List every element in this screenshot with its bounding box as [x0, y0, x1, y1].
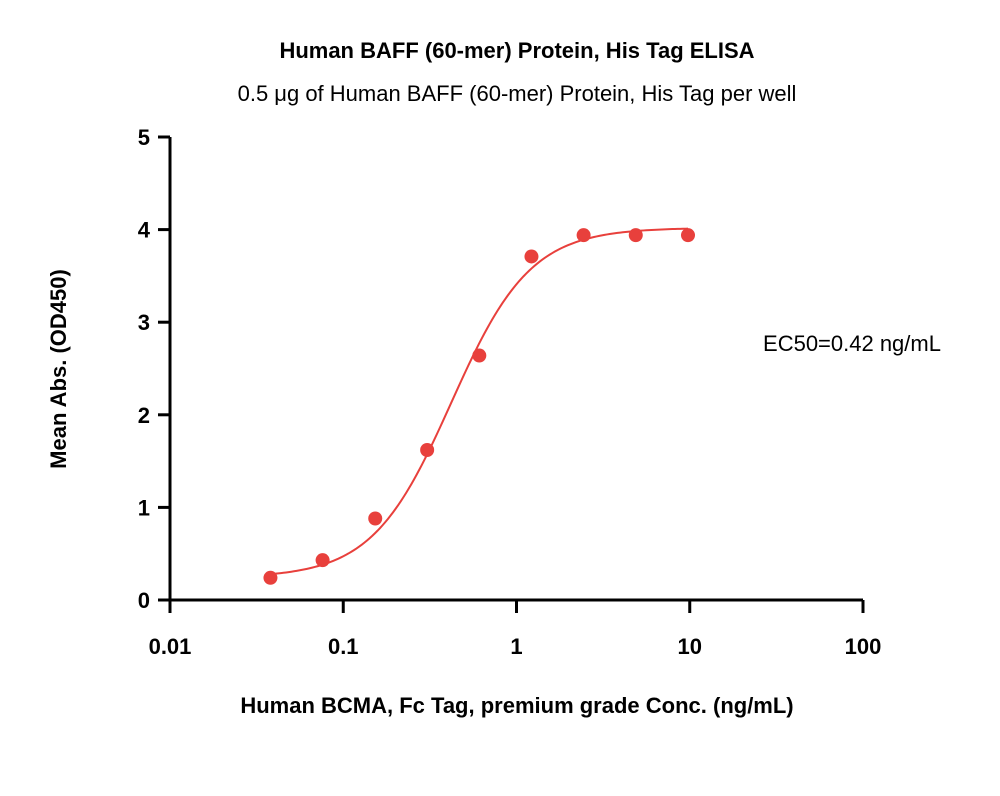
y-tick-label: 0 [138, 588, 150, 613]
y-ticks: 0 1 2 3 4 5 [138, 125, 170, 613]
y-tick-label: 3 [138, 310, 150, 335]
x-tick-label: 10 [678, 634, 702, 659]
ec50-annotation: EC50=0.42 ng/mL [763, 331, 941, 356]
x-tick-label: 0.01 [149, 634, 192, 659]
x-ticks: 0.01 0.1 1 10 100 [149, 600, 882, 659]
data-point [472, 348, 487, 363]
axes: 0 1 2 3 4 5 0.01 0.1 1 10 100 [138, 125, 882, 659]
x-tick-label: 0.1 [328, 634, 359, 659]
data-point [263, 570, 278, 585]
x-tick-label: 100 [845, 634, 882, 659]
data-point [315, 553, 330, 568]
y-tick-label: 4 [138, 218, 151, 243]
y-tick-label: 5 [138, 125, 150, 150]
y-tick-label: 2 [138, 403, 150, 428]
data-point [420, 442, 435, 457]
chart-subtitle: 0.5 μg of Human BAFF (60-mer) Protein, H… [238, 81, 797, 106]
fit-curve [270, 227, 689, 576]
y-tick-label: 1 [138, 495, 150, 520]
y-axis-label: Mean Abs. (OD450) [46, 269, 71, 469]
data-point [680, 228, 695, 243]
data-point [368, 511, 383, 526]
chart-title: Human BAFF (60-mer) Protein, His Tag ELI… [279, 38, 754, 63]
data-point [524, 249, 539, 264]
data-point [576, 228, 591, 243]
data-points [263, 228, 695, 585]
x-axis-label: Human BCMA, Fc Tag, premium grade Conc. … [240, 693, 793, 718]
data-point [628, 228, 643, 243]
x-tick-label: 1 [510, 634, 522, 659]
